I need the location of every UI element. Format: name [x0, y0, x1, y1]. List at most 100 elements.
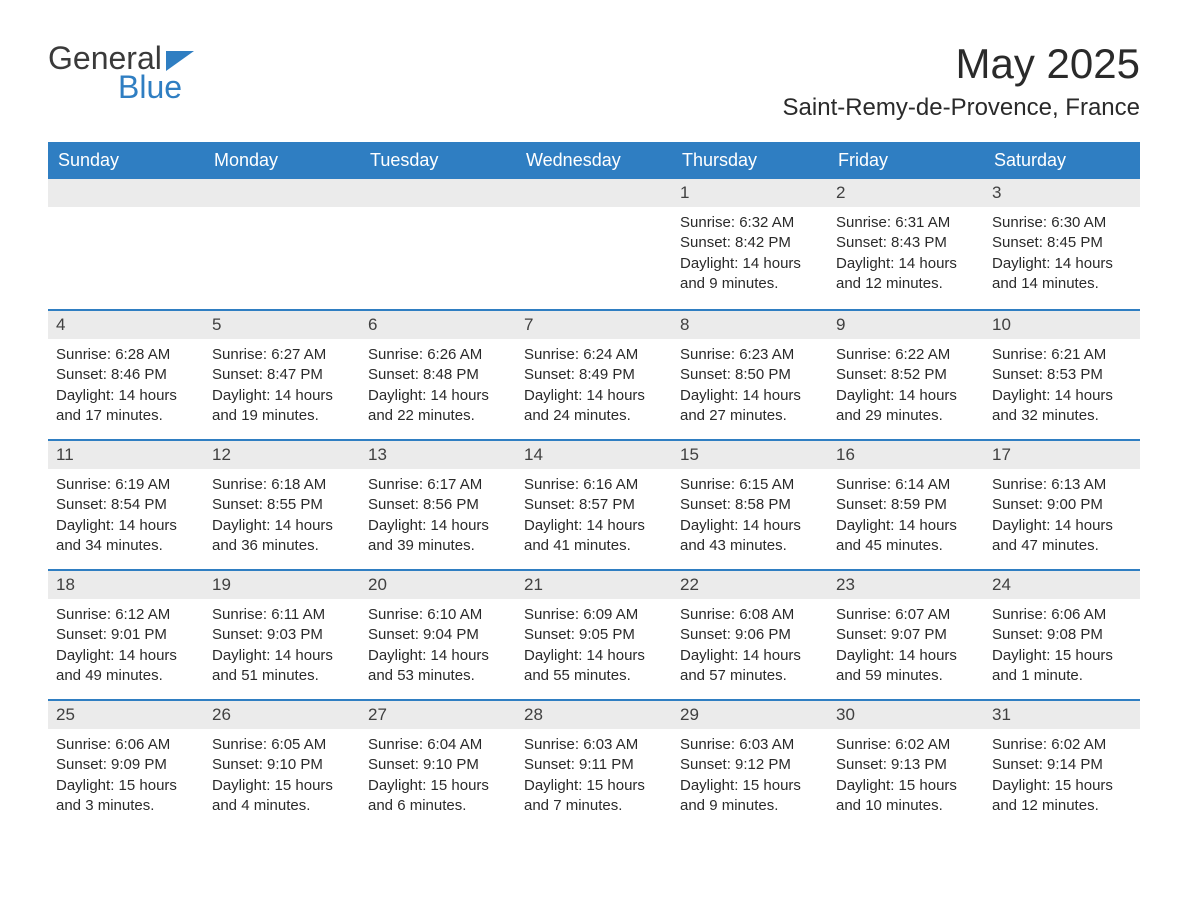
- day-number: 12: [204, 439, 360, 469]
- day-number: 17: [984, 439, 1140, 469]
- day-number: 16: [828, 439, 984, 469]
- day-sunrise: Sunrise: 6:13 AM: [992, 475, 1132, 495]
- day-sunset: Sunset: 8:49 PM: [524, 365, 664, 385]
- day-number: 23: [828, 569, 984, 599]
- day-number: 14: [516, 439, 672, 469]
- calendar-cell: 10Sunrise: 6:21 AMSunset: 8:53 PMDayligh…: [984, 309, 1140, 439]
- day-sunset: Sunset: 9:11 PM: [524, 755, 664, 775]
- calendar-cell: 18Sunrise: 6:12 AMSunset: 9:01 PMDayligh…: [48, 569, 204, 699]
- day-daylight2: and 27 minutes.: [680, 406, 820, 426]
- day-sunrise: Sunrise: 6:02 AM: [836, 735, 976, 755]
- day-details: Sunrise: 6:02 AMSunset: 9:13 PMDaylight:…: [828, 729, 984, 826]
- day-daylight2: and 36 minutes.: [212, 536, 352, 556]
- day-details: Sunrise: 6:07 AMSunset: 9:07 PMDaylight:…: [828, 599, 984, 696]
- calendar-cell: 27Sunrise: 6:04 AMSunset: 9:10 PMDayligh…: [360, 699, 516, 829]
- day-sunrise: Sunrise: 6:30 AM: [992, 213, 1132, 233]
- calendar-cell: 22Sunrise: 6:08 AMSunset: 9:06 PMDayligh…: [672, 569, 828, 699]
- day-sunset: Sunset: 9:10 PM: [212, 755, 352, 775]
- day-sunset: Sunset: 8:54 PM: [56, 495, 196, 515]
- calendar-cell: 30Sunrise: 6:02 AMSunset: 9:13 PMDayligh…: [828, 699, 984, 829]
- day-daylight1: Daylight: 14 hours: [680, 646, 820, 666]
- day-daylight2: and 24 minutes.: [524, 406, 664, 426]
- day-details: Sunrise: 6:27 AMSunset: 8:47 PMDaylight:…: [204, 339, 360, 436]
- day-details: Sunrise: 6:13 AMSunset: 9:00 PMDaylight:…: [984, 469, 1140, 566]
- day-sunrise: Sunrise: 6:18 AM: [212, 475, 352, 495]
- day-sunset: Sunset: 9:10 PM: [368, 755, 508, 775]
- day-details: Sunrise: 6:21 AMSunset: 8:53 PMDaylight:…: [984, 339, 1140, 436]
- weekday-header: Saturday: [984, 142, 1140, 179]
- day-daylight1: Daylight: 14 hours: [836, 254, 976, 274]
- weekday-header: Thursday: [672, 142, 828, 179]
- day-sunrise: Sunrise: 6:12 AM: [56, 605, 196, 625]
- calendar-body: 1Sunrise: 6:32 AMSunset: 8:42 PMDaylight…: [48, 179, 1140, 829]
- day-daylight1: Daylight: 14 hours: [680, 516, 820, 536]
- day-details: Sunrise: 6:03 AMSunset: 9:12 PMDaylight:…: [672, 729, 828, 826]
- day-sunset: Sunset: 9:05 PM: [524, 625, 664, 645]
- calendar-week-row: 4Sunrise: 6:28 AMSunset: 8:46 PMDaylight…: [48, 309, 1140, 439]
- calendar-week-row: 11Sunrise: 6:19 AMSunset: 8:54 PMDayligh…: [48, 439, 1140, 569]
- calendar-cell: 12Sunrise: 6:18 AMSunset: 8:55 PMDayligh…: [204, 439, 360, 569]
- day-sunset: Sunset: 9:09 PM: [56, 755, 196, 775]
- day-daylight1: Daylight: 14 hours: [212, 646, 352, 666]
- day-daylight2: and 47 minutes.: [992, 536, 1132, 556]
- day-daylight2: and 9 minutes.: [680, 274, 820, 294]
- day-sunset: Sunset: 9:03 PM: [212, 625, 352, 645]
- day-daylight1: Daylight: 15 hours: [992, 646, 1132, 666]
- day-sunrise: Sunrise: 6:15 AM: [680, 475, 820, 495]
- day-daylight1: Daylight: 14 hours: [524, 516, 664, 536]
- day-sunrise: Sunrise: 6:22 AM: [836, 345, 976, 365]
- logo-triangle-icon: [166, 51, 194, 71]
- day-details: Sunrise: 6:26 AMSunset: 8:48 PMDaylight:…: [360, 339, 516, 436]
- calendar-week-row: 25Sunrise: 6:06 AMSunset: 9:09 PMDayligh…: [48, 699, 1140, 829]
- day-details: Sunrise: 6:03 AMSunset: 9:11 PMDaylight:…: [516, 729, 672, 826]
- day-sunrise: Sunrise: 6:11 AM: [212, 605, 352, 625]
- day-number: 6: [360, 309, 516, 339]
- empty-day-header: [48, 179, 204, 207]
- calendar-cell: [204, 179, 360, 309]
- calendar-cell: 25Sunrise: 6:06 AMSunset: 9:09 PMDayligh…: [48, 699, 204, 829]
- calendar-cell: 26Sunrise: 6:05 AMSunset: 9:10 PMDayligh…: [204, 699, 360, 829]
- day-number: 27: [360, 699, 516, 729]
- day-sunset: Sunset: 9:14 PM: [992, 755, 1132, 775]
- day-number: 1: [672, 179, 828, 207]
- calendar-cell: 16Sunrise: 6:14 AMSunset: 8:59 PMDayligh…: [828, 439, 984, 569]
- weekday-header-row: SundayMondayTuesdayWednesdayThursdayFrid…: [48, 142, 1140, 179]
- day-sunset: Sunset: 9:06 PM: [680, 625, 820, 645]
- calendar-cell: 17Sunrise: 6:13 AMSunset: 9:00 PMDayligh…: [984, 439, 1140, 569]
- day-number: 11: [48, 439, 204, 469]
- day-number: 5: [204, 309, 360, 339]
- day-number: 8: [672, 309, 828, 339]
- day-sunset: Sunset: 9:12 PM: [680, 755, 820, 775]
- day-daylight1: Daylight: 14 hours: [56, 646, 196, 666]
- calendar-cell: 31Sunrise: 6:02 AMSunset: 9:14 PMDayligh…: [984, 699, 1140, 829]
- calendar-cell: [48, 179, 204, 309]
- day-sunrise: Sunrise: 6:31 AM: [836, 213, 976, 233]
- day-sunrise: Sunrise: 6:04 AM: [368, 735, 508, 755]
- day-sunset: Sunset: 8:50 PM: [680, 365, 820, 385]
- day-daylight2: and 55 minutes.: [524, 666, 664, 686]
- day-number: 3: [984, 179, 1140, 207]
- day-number: 21: [516, 569, 672, 599]
- day-sunrise: Sunrise: 6:03 AM: [524, 735, 664, 755]
- calendar-cell: 5Sunrise: 6:27 AMSunset: 8:47 PMDaylight…: [204, 309, 360, 439]
- day-number: 25: [48, 699, 204, 729]
- day-daylight2: and 51 minutes.: [212, 666, 352, 686]
- day-sunrise: Sunrise: 6:26 AM: [368, 345, 508, 365]
- day-sunrise: Sunrise: 6:16 AM: [524, 475, 664, 495]
- day-daylight2: and 6 minutes.: [368, 796, 508, 816]
- day-number: 31: [984, 699, 1140, 729]
- day-sunset: Sunset: 8:48 PM: [368, 365, 508, 385]
- day-daylight2: and 57 minutes.: [680, 666, 820, 686]
- day-number: 9: [828, 309, 984, 339]
- day-daylight2: and 3 minutes.: [56, 796, 196, 816]
- day-daylight2: and 19 minutes.: [212, 406, 352, 426]
- calendar-table: SundayMondayTuesdayWednesdayThursdayFrid…: [48, 142, 1140, 829]
- day-number: 2: [828, 179, 984, 207]
- day-details: Sunrise: 6:08 AMSunset: 9:06 PMDaylight:…: [672, 599, 828, 696]
- day-daylight2: and 39 minutes.: [368, 536, 508, 556]
- location-text: Saint-Remy-de-Provence, France: [783, 94, 1140, 122]
- calendar-cell: 7Sunrise: 6:24 AMSunset: 8:49 PMDaylight…: [516, 309, 672, 439]
- day-sunset: Sunset: 8:56 PM: [368, 495, 508, 515]
- day-daylight1: Daylight: 14 hours: [56, 386, 196, 406]
- calendar-cell: 1Sunrise: 6:32 AMSunset: 8:42 PMDaylight…: [672, 179, 828, 309]
